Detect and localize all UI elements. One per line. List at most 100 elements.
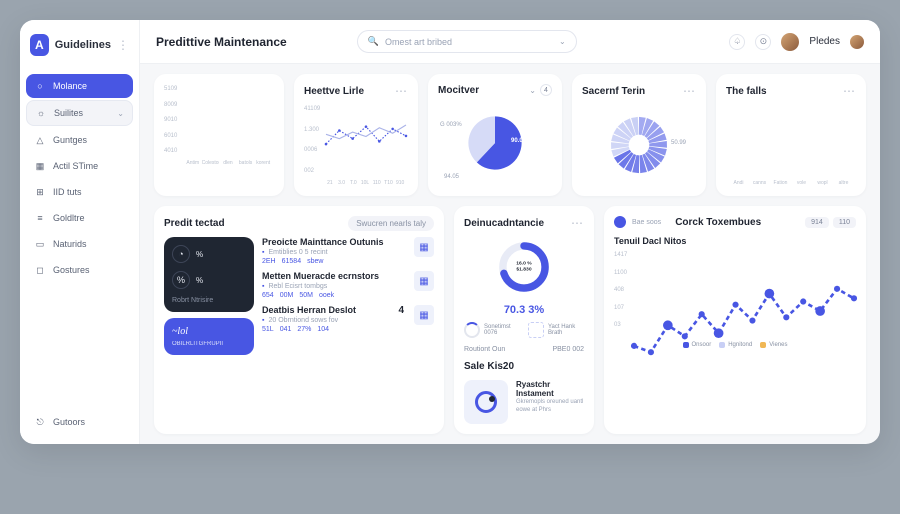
list-item[interactable]: Preoicte Mainttance Outunis▪ Emtiblies 0… [262,237,434,265]
card-title: Corck Toxembues [675,217,761,228]
sale-title: Ryastchr Instament [516,380,584,398]
metric-tile-blue[interactable]: ~lol OBILRLITGFRUPII [164,318,254,355]
predict-card: Predit tectad Swucren nearls taly ◔% %% … [154,206,444,434]
doc-icon: ▭ [34,238,46,250]
user-name: Pledes [809,36,840,47]
search-input[interactable]: 🔍 Omest art bribed ⌄ [357,30,577,53]
nav: ○Molance☼Suilites⌄△Guntges▦Actil STime⊞I… [26,74,133,282]
exit-icon: ⎋ [34,416,46,428]
charts-row-1: 51098009901060104010 AntimColestonedlenb… [154,74,866,196]
combo-subtitle: Tenuil Dacl Nitos [614,236,856,246]
sidebar-item-label: Goldltre [53,213,85,223]
chevron-down-icon[interactable]: ⌄ [529,86,536,95]
pie-chart-card-2: Sacernf Terin ⋯ 50.99 [572,74,706,196]
avatar-secondary[interactable] [850,35,864,49]
sidebar-item[interactable]: △ Guntges [26,128,133,152]
combo-chart-card: Bae soos Corck Toxembues 914 110 Tenuil … [604,206,866,434]
card-menu-icon[interactable]: ⋯ [571,216,584,230]
svg-text:16.0 %: 16.0 % [516,261,532,267]
combo-chart: 1417110040810703 [614,250,856,340]
sidebar-item-label: Molance [53,81,87,91]
brand-logo-icon: A [30,34,49,56]
bar-chart: AndicannsFationvolewoplaltre [726,104,856,186]
box-icon: ◻ [34,264,46,276]
donut-card: Deinucadntancie ⋯ 16.0 %$1.830 70.3 3% S… [454,206,594,434]
sidebar-item-logout[interactable]: ⎋ Gutoors [26,410,133,434]
period-pill[interactable]: 914 [805,217,829,228]
notification-icon[interactable]: ♤ [729,34,745,50]
grid-icon: ▦ [414,305,434,325]
list-item[interactable]: Deatbis Herran Deslot▪ 20 Obrntiond sows… [262,305,434,333]
card-title: Heettve Lirle [304,86,364,97]
sidebar-item[interactable]: ◻ Gostures [26,258,133,282]
badge-icon [614,216,626,228]
info-badge-icon: 4 [540,84,552,96]
badge-label: Bae soos [632,219,661,226]
bar-chart-card: 51098009901060104010 AntimColestonedlenb… [154,74,284,196]
tile-sub: OBILRLITGFRUPII [172,341,246,347]
sidebar: A Guidelines ⋮ ○Molance☼Suilites⌄△Guntge… [20,20,140,444]
card-menu-icon[interactable]: ⋯ [843,84,856,98]
sidebar-item-label: Guntges [53,135,87,145]
sale-tile-icon [464,380,508,424]
app-shell: A Guidelines ⋮ ○Molance☼Suilites⌄△Guntge… [20,20,880,444]
search-placeholder: Omest art bribed [385,37,452,47]
sale-sub: Gkremopls oreuned uantl eowe at Phrs [516,398,584,415]
brand-menu-icon[interactable]: ⋮ [117,38,129,52]
users-icon: ▦ [414,271,434,291]
period-pill[interactable]: 110 [833,217,856,228]
pie-label: 90.0% [511,138,528,144]
content: 51098009901060104010 AntimColestonedlenb… [140,64,880,444]
sidebar-item-label: Gostures [53,265,90,275]
percent-icon: % [172,271,190,289]
triangle-icon: △ [34,134,46,146]
bar-chart: 51098009901060104010 AntimColestonedlenb… [164,84,274,166]
list-item[interactable]: Metten Mueracde ecrnstors▪ Rebl Ecisrt t… [262,271,434,299]
gauge-icon: ◔ [172,245,190,263]
card-title: Predit tectad [164,218,225,229]
sale-block: Ryastchr Instament Gkremopls oreuned uan… [464,380,584,424]
chevron-down-icon: ⌄ [117,109,124,118]
charts-row-2: Predit tectad Swucren nearls taly ◔% %% … [154,206,866,434]
main: Predittive Maintenance 🔍 Omest art bribe… [140,20,880,444]
settings-icon[interactable]: ⊙ [755,34,771,50]
sidebar-item-label: IID tuts [53,187,82,197]
predict-list: Preoicte Mainttance Outunis▪ Emtiblies 0… [262,237,434,355]
nav-bottom: ⎋ Gutoors [26,410,133,434]
sidebar-item-label: Actil STime [53,161,98,171]
circle-icon: ○ [34,80,46,92]
brand-name: Guidelines [55,39,111,51]
layers-icon: ≡ [34,212,46,224]
card-title: Mocitver [438,85,479,96]
sidebar-item[interactable]: ☼Suilites⌄ [26,100,133,126]
sidebar-item-label: Gutoors [53,417,85,427]
card-title: The falls [726,86,767,97]
sidebar-item-label: Suilites [54,108,83,118]
line-chart-card: Heettve Lirle ⋯ 411091.3000006002 213.0T… [294,74,418,196]
sidebar-item[interactable]: ○ Molance [26,74,133,98]
topbar: Predittive Maintenance 🔍 Omest art bribe… [140,20,880,64]
svg-text:$1.830: $1.830 [516,267,531,273]
radial-chart: 50.99 [582,104,696,186]
pie-label: G 003% [440,122,462,128]
search-icon: 🔍 [368,36,379,47]
bar-chart-card-2: The falls ⋯ AndicannsFationvolewoplaltre [716,74,866,196]
donut-percent: 70.3 3% [504,304,544,316]
card-menu-icon[interactable]: ⋯ [683,84,696,98]
sidebar-item[interactable]: ≡ Goldltre [26,206,133,230]
tile-graphic: ~lol [172,326,246,337]
sidebar-item-label: Naturids [53,239,87,249]
calendar-icon: ▦ [34,160,46,172]
avatar[interactable] [781,33,799,51]
metric-tile-dark[interactable]: ◔% %% Robrt Ntrisire [164,237,254,312]
sidebar-item[interactable]: ⊞IID tuts [26,180,133,204]
page-title: Predittive Maintenance [156,35,287,49]
pie-chart: G 003% 90.0% 94.05 [438,102,552,184]
brand[interactable]: A Guidelines ⋮ [26,30,133,68]
sidebar-item[interactable]: ▭ Naturids [26,232,133,256]
card-title: Sacernf Terin [582,86,645,97]
sidebar-item[interactable]: ▦ Actil STime [26,154,133,178]
card-menu-icon[interactable]: ⋯ [395,84,408,98]
ring-icon [464,322,480,338]
filter-pill[interactable]: Swucren nearls taly [348,216,434,231]
